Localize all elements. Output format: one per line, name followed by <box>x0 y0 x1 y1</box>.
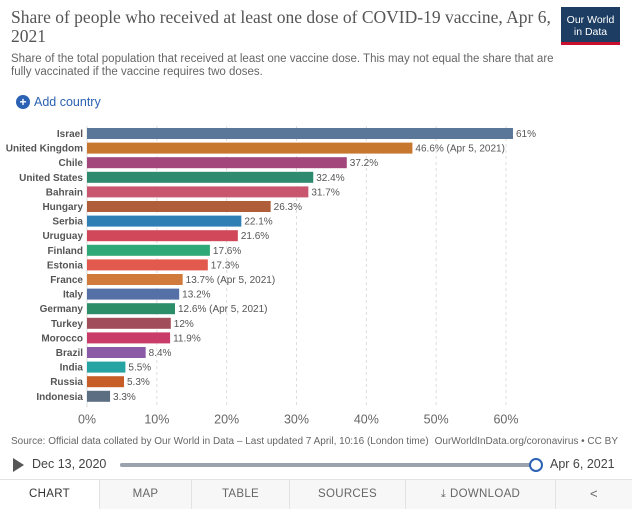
tab-download-label: DOWNLOAD <box>450 488 521 500</box>
category-label: Turkey <box>51 319 83 330</box>
category-label: United States <box>19 173 83 184</box>
bar[interactable] <box>87 317 171 329</box>
timeline-start-date: Dec 13, 2020 <box>32 457 107 471</box>
tab-table[interactable]: TABLE <box>192 480 290 509</box>
category-label: Bahrain <box>46 187 83 198</box>
category-label: Israel <box>57 129 83 140</box>
chart-title: Share of people who received at least on… <box>11 7 551 46</box>
x-tick-label: 50% <box>424 412 449 426</box>
bar-chart: 0% 10% 20% 30% 40% 50% 60% Israel 61% United King… <box>6 126 536 426</box>
category-label: Brazil <box>56 348 83 359</box>
value-label: 12.6% (Apr 5, 2021) <box>178 304 267 315</box>
category-label: United Kingdom <box>6 144 83 155</box>
bar[interactable] <box>87 128 513 139</box>
category-label: Germany <box>40 304 84 315</box>
value-label: 61% <box>516 129 536 140</box>
x-tick-label: 30% <box>284 412 309 426</box>
category-label: Morocco <box>41 333 83 344</box>
add-country-label: Add country <box>34 95 101 109</box>
value-label: 11.9% <box>173 333 201 344</box>
play-icon[interactable] <box>13 458 24 472</box>
tab-map[interactable]: MAP <box>100 480 192 509</box>
category-label: Hungary <box>42 202 83 213</box>
chart-subtitle: Share of the total population that recei… <box>11 53 554 78</box>
value-label: 31.7% <box>311 187 339 198</box>
bar[interactable] <box>87 244 210 256</box>
category-label: Russia <box>50 377 83 388</box>
value-label: 22.1% <box>244 217 272 228</box>
source-note: Source: Official data collated by Our Wo… <box>11 436 429 447</box>
download-icon: ⤓ <box>440 488 447 500</box>
bar[interactable] <box>87 142 413 154</box>
bar[interactable] <box>87 259 208 271</box>
value-label: 17.6% <box>213 246 241 257</box>
timeline-end-date: Apr 6, 2021 <box>550 457 615 471</box>
bar[interactable] <box>87 361 126 373</box>
value-label: 13.2% <box>182 290 210 301</box>
category-label: Chile <box>59 158 84 169</box>
value-label: 17.3% <box>211 260 239 271</box>
category-label: Italy <box>63 290 83 301</box>
timeline-track-fill <box>120 463 536 467</box>
timeline-track[interactable] <box>120 463 536 467</box>
owid-logo[interactable]: Our World in Data <box>561 7 620 45</box>
x-tick-label: 60% <box>493 412 518 426</box>
bar[interactable] <box>87 171 314 183</box>
value-label: 13.7% (Apr 5, 2021) <box>186 275 276 286</box>
value-label: 12% <box>174 319 194 330</box>
category-label: India <box>60 363 84 374</box>
value-label: 8.4% <box>149 348 172 359</box>
bar[interactable] <box>87 376 125 388</box>
value-label: 5.3% <box>127 377 150 388</box>
x-tick-label: 10% <box>144 412 169 426</box>
category-label: France <box>50 275 83 286</box>
timeline: Dec 13, 2020 Apr 6, 2021 <box>0 453 632 477</box>
x-tick-label: 20% <box>214 412 239 426</box>
category-label: Finland <box>47 246 83 257</box>
value-label: 3.3% <box>113 392 136 403</box>
bar[interactable] <box>87 390 111 402</box>
value-label: 46.6% (Apr 5, 2021) <box>415 144 505 155</box>
category-label: Uruguay <box>42 231 83 242</box>
value-label: 5.5% <box>128 363 151 374</box>
x-tick-label: 40% <box>354 412 379 426</box>
category-label: Indonesia <box>36 392 83 403</box>
bar[interactable] <box>87 230 238 242</box>
source-link[interactable]: OurWorldInData.org/coronavirus • CC BY <box>434 436 618 447</box>
x-tick-label: 0% <box>78 412 96 426</box>
value-label: 26.3% <box>274 202 302 213</box>
bar[interactable] <box>87 201 271 212</box>
category-label: Estonia <box>47 260 84 271</box>
bar[interactable] <box>87 215 242 227</box>
value-label: 32.4% <box>316 173 344 184</box>
bar[interactable] <box>87 347 146 358</box>
value-label: 21.6% <box>241 231 269 242</box>
share-icon[interactable]: < <box>590 486 598 501</box>
bar[interactable] <box>87 288 180 300</box>
category-label: Serbia <box>52 217 83 228</box>
add-country-button[interactable]: + Add country <box>16 95 101 109</box>
bar[interactable] <box>87 186 309 198</box>
timeline-handle[interactable] <box>529 458 543 472</box>
value-label: 37.2% <box>350 158 378 169</box>
tab-sources[interactable]: SOURCES <box>290 480 406 509</box>
bar[interactable] <box>87 157 347 169</box>
bar[interactable] <box>87 332 171 344</box>
tab-bar: CHART MAP TABLE SOURCES ⤓ DOWNLOAD < <box>0 479 632 509</box>
bar[interactable] <box>87 274 183 285</box>
tab-download[interactable]: ⤓ DOWNLOAD <box>406 480 556 509</box>
tab-chart[interactable]: CHART <box>0 480 100 509</box>
bar[interactable] <box>87 303 175 315</box>
logo-line-2: in Data <box>573 26 608 38</box>
logo-line-1: Our World <box>566 14 615 26</box>
plus-circle-icon: + <box>16 95 30 109</box>
